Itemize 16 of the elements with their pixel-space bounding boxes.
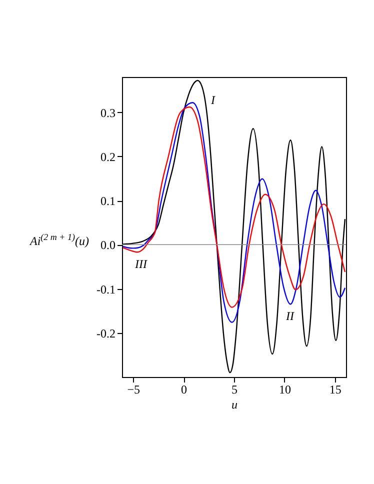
y-tick-label: -0.2: [96, 326, 116, 340]
y-axis-title: Ai$^{(2 m + 1)}$(u): [30, 232, 89, 249]
series-label: I: [210, 93, 216, 107]
x-tick-label: 5: [232, 382, 238, 396]
y-tick-label: 0.1: [100, 194, 116, 208]
x-axis-title: u: [232, 398, 238, 412]
x-tick-label: 10: [278, 382, 291, 396]
x-tick-label: 0: [181, 382, 188, 396]
y-tick-label: 0.0: [100, 238, 116, 252]
y-tick-label: 0.2: [100, 150, 116, 164]
x-tick-label: −5: [127, 382, 140, 396]
x-tick-label: 15: [329, 382, 342, 396]
y-tick-label: -0.1: [96, 282, 116, 296]
y-tick-label: 0.3: [100, 106, 116, 120]
series-label: III: [134, 257, 148, 271]
series-label: II: [285, 309, 295, 323]
